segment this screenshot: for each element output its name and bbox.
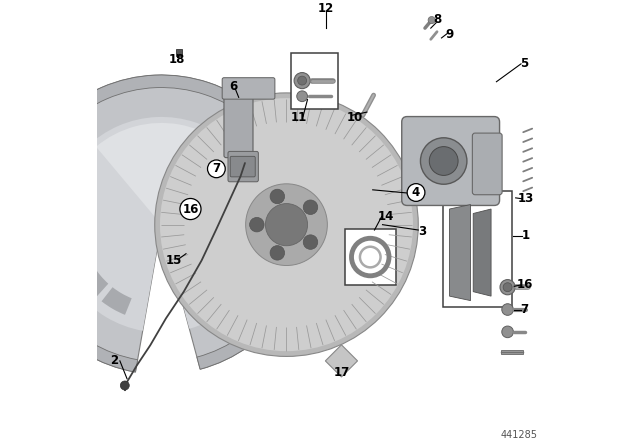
Wedge shape xyxy=(232,241,257,270)
Bar xyxy=(291,53,338,108)
Text: 2: 2 xyxy=(111,354,118,367)
Text: 6: 6 xyxy=(228,80,237,93)
Text: 12: 12 xyxy=(317,1,334,14)
Wedge shape xyxy=(240,211,259,238)
Text: 7: 7 xyxy=(212,162,220,175)
FancyBboxPatch shape xyxy=(224,84,253,158)
Circle shape xyxy=(270,189,285,204)
Polygon shape xyxy=(473,209,491,296)
Polygon shape xyxy=(501,350,524,354)
Wedge shape xyxy=(79,267,108,297)
Circle shape xyxy=(160,98,413,351)
Circle shape xyxy=(502,304,513,315)
Text: 5: 5 xyxy=(520,57,529,70)
FancyBboxPatch shape xyxy=(228,151,259,182)
Text: 441285: 441285 xyxy=(501,430,538,440)
Circle shape xyxy=(266,203,308,246)
Circle shape xyxy=(428,17,435,24)
Polygon shape xyxy=(449,205,470,301)
Circle shape xyxy=(294,73,310,89)
Circle shape xyxy=(270,246,285,260)
Text: 13: 13 xyxy=(517,192,534,205)
Circle shape xyxy=(246,184,327,266)
Text: 8: 8 xyxy=(433,13,441,26)
Text: 15: 15 xyxy=(165,254,182,267)
Circle shape xyxy=(502,326,513,338)
Circle shape xyxy=(303,235,317,250)
Circle shape xyxy=(420,138,467,184)
Bar xyxy=(443,191,512,307)
Circle shape xyxy=(250,217,264,232)
Circle shape xyxy=(297,91,307,102)
FancyBboxPatch shape xyxy=(402,116,500,206)
Text: 1: 1 xyxy=(522,229,529,242)
Wedge shape xyxy=(214,267,244,297)
Wedge shape xyxy=(12,75,311,372)
Text: 17: 17 xyxy=(333,366,349,379)
Circle shape xyxy=(120,381,129,390)
Circle shape xyxy=(503,283,512,292)
Circle shape xyxy=(303,200,317,215)
Circle shape xyxy=(429,146,458,176)
Wedge shape xyxy=(67,241,92,270)
Text: 7: 7 xyxy=(520,303,529,316)
Text: 3: 3 xyxy=(419,225,427,238)
Text: 16: 16 xyxy=(516,279,532,292)
Text: 4: 4 xyxy=(412,186,420,199)
Text: 11: 11 xyxy=(291,111,307,124)
Text: 9: 9 xyxy=(445,28,454,41)
Wedge shape xyxy=(54,117,269,331)
Wedge shape xyxy=(102,287,132,315)
Text: 14: 14 xyxy=(378,210,394,223)
Text: 10: 10 xyxy=(347,111,363,124)
Text: 18: 18 xyxy=(169,53,185,66)
Polygon shape xyxy=(176,49,182,56)
FancyBboxPatch shape xyxy=(472,133,502,195)
FancyBboxPatch shape xyxy=(222,78,275,99)
Wedge shape xyxy=(64,211,83,238)
Circle shape xyxy=(298,76,307,85)
Bar xyxy=(344,229,396,285)
Circle shape xyxy=(500,280,515,295)
Wedge shape xyxy=(232,179,257,208)
Polygon shape xyxy=(325,345,358,377)
Text: 16: 16 xyxy=(182,202,198,215)
Wedge shape xyxy=(12,75,311,372)
Circle shape xyxy=(155,93,419,357)
Wedge shape xyxy=(96,123,250,224)
FancyBboxPatch shape xyxy=(230,156,255,177)
